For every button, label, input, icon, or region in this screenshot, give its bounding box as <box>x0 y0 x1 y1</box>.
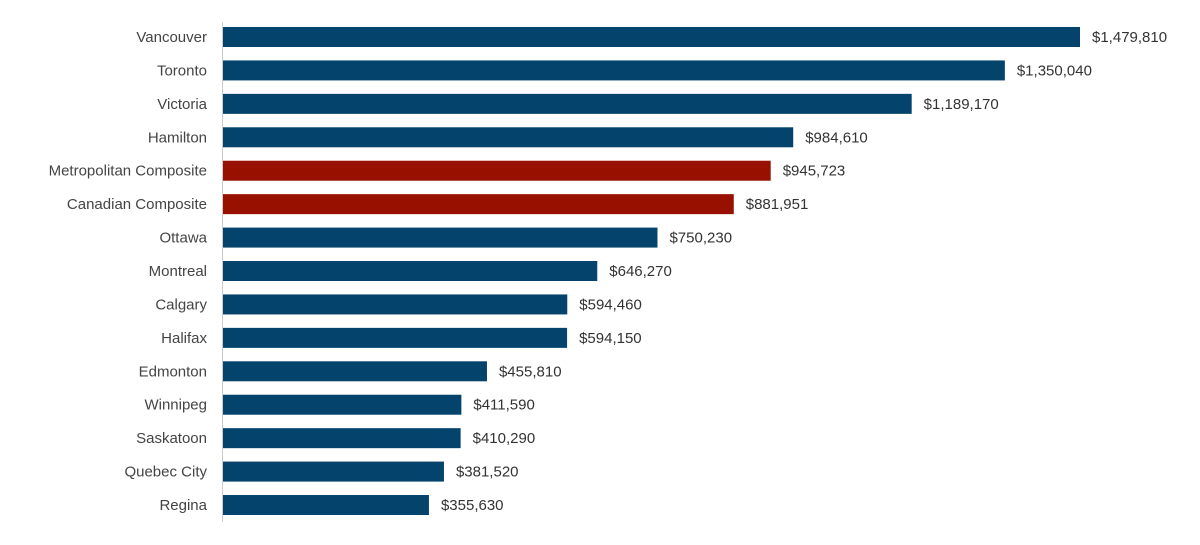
data-label: $381,520 <box>456 464 519 481</box>
bar-victoria <box>223 93 912 114</box>
data-label: $1,350,040 <box>1017 62 1092 79</box>
category-label: Calgary <box>155 296 207 313</box>
category-label: Winnipeg <box>144 397 207 414</box>
data-label: $984,610 <box>805 129 868 146</box>
data-label: $594,150 <box>579 330 642 347</box>
data-label: $750,230 <box>669 230 732 247</box>
bar-regina <box>223 495 429 516</box>
category-label: Ottawa <box>159 230 207 247</box>
category-label: Canadian Composite <box>67 196 207 213</box>
bar-halifax <box>223 327 568 348</box>
bar-toronto <box>223 60 1005 81</box>
category-label: Toronto <box>157 62 207 79</box>
bar-montreal <box>223 261 598 282</box>
category-label: Edmonton <box>139 363 207 380</box>
category-label: Saskatoon <box>136 430 207 447</box>
category-label: Vancouver <box>136 29 207 46</box>
category-label: Regina <box>159 497 207 514</box>
bar-calgary <box>223 294 568 315</box>
category-label: Victoria <box>157 96 207 113</box>
data-label: $1,189,170 <box>924 96 999 113</box>
data-label: $881,951 <box>746 196 809 213</box>
data-label: $594,460 <box>579 296 642 313</box>
category-label: Halifax <box>161 330 207 347</box>
bar-canadian-composite <box>223 194 734 215</box>
data-label: $410,290 <box>473 430 536 447</box>
bar-hamilton <box>223 127 794 148</box>
bar-vancouver <box>223 27 1080 47</box>
bar-winnipeg <box>223 394 462 415</box>
bar-edmonton <box>223 361 487 382</box>
bar-quebec-city <box>223 461 444 482</box>
data-label: $945,723 <box>783 163 846 180</box>
category-label: Metropolitan Composite <box>49 163 207 180</box>
data-label: $646,270 <box>609 263 672 280</box>
bar-saskatoon <box>223 428 461 449</box>
bar-ottawa <box>223 227 658 248</box>
data-label: $411,590 <box>473 397 534 414</box>
data-label: $355,630 <box>441 497 504 514</box>
data-label: $455,810 <box>499 363 562 380</box>
bar-metropolitan-composite <box>223 160 771 181</box>
category-label: Montreal <box>149 263 207 280</box>
data-label: $1,479,810 <box>1092 29 1167 46</box>
category-label: Quebec City <box>124 464 207 481</box>
category-label: Hamilton <box>148 129 207 146</box>
